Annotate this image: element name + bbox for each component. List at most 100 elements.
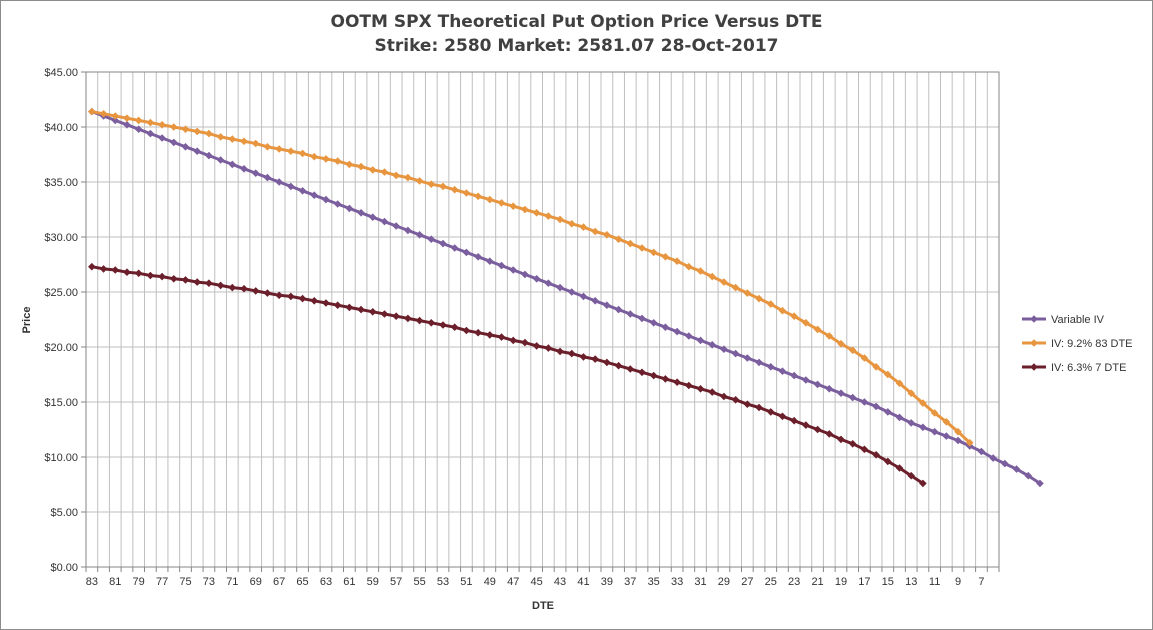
x-tick-label: 51 xyxy=(460,576,472,588)
series-1-point xyxy=(193,127,201,136)
series-2-point xyxy=(532,342,541,350)
series-2-point xyxy=(181,276,190,284)
series-0-point xyxy=(661,323,670,331)
series-2-point xyxy=(872,451,880,459)
series-1-point xyxy=(450,185,459,194)
x-tick-label: 43 xyxy=(554,576,566,588)
series-2-point xyxy=(240,284,248,293)
chart-title: OOTM SPX Theoretical Put Option Price Ve… xyxy=(330,12,823,32)
series-2-point xyxy=(392,312,400,320)
series-2-point xyxy=(158,272,166,281)
series-2-point xyxy=(146,271,155,280)
series-2-point xyxy=(685,381,693,390)
series-0-point xyxy=(345,204,354,213)
series-0-point xyxy=(298,187,307,195)
series-0-point xyxy=(673,327,681,336)
series-2-point xyxy=(720,392,728,401)
series-2-point xyxy=(696,385,705,393)
x-tick-label: 35 xyxy=(648,576,660,588)
series-0-point xyxy=(275,178,283,186)
x-tick-label: 79 xyxy=(133,576,145,588)
series-1-point xyxy=(380,168,389,176)
series-1-point xyxy=(708,272,717,281)
series-2-point xyxy=(860,445,869,454)
series-2-point xyxy=(755,403,763,412)
series-0-point xyxy=(837,389,845,397)
series-0-point xyxy=(380,217,389,226)
series-1-point xyxy=(333,157,342,165)
x-tick-label: 77 xyxy=(156,576,168,588)
y-tick-label: $20.00 xyxy=(44,342,78,354)
series-2-point xyxy=(673,378,681,386)
series-0-point xyxy=(884,408,892,416)
series-0-point xyxy=(708,341,717,349)
series-0-point xyxy=(872,402,880,411)
series-2-point xyxy=(614,361,623,370)
series-2-point xyxy=(825,430,834,438)
series-0-point xyxy=(450,244,459,252)
series-1-point xyxy=(251,139,260,148)
x-tick-label: 17 xyxy=(858,576,870,588)
x-tick-label: 57 xyxy=(390,576,402,588)
series-1-point xyxy=(661,253,670,261)
series-1-point xyxy=(427,180,436,188)
x-tick-label: 23 xyxy=(788,576,800,588)
series-0-point xyxy=(193,147,201,155)
series-1-point xyxy=(614,235,623,243)
series-2-point xyxy=(626,365,635,373)
series-0-point xyxy=(134,125,143,133)
series-1-point xyxy=(872,363,880,371)
series-0-point xyxy=(907,419,916,427)
series-1-point xyxy=(919,399,927,407)
series-1-point xyxy=(567,220,576,228)
x-tick-label: 31 xyxy=(694,576,706,588)
series-0-point xyxy=(216,156,225,164)
series-0-point xyxy=(287,182,295,191)
series-1-point xyxy=(954,427,962,436)
series-2-point xyxy=(205,279,213,287)
series-1-point xyxy=(415,177,424,185)
x-tick-label: 25 xyxy=(765,576,777,588)
x-tick-label: 63 xyxy=(320,576,332,588)
series-0-point xyxy=(720,345,728,353)
series-1-point xyxy=(123,114,131,122)
x-tick-label: 37 xyxy=(624,576,636,588)
series-1-point xyxy=(813,325,822,334)
series-1-point xyxy=(766,300,775,308)
series-0-point xyxy=(462,248,471,257)
legend-marker-2 xyxy=(1030,363,1038,371)
series-2-point xyxy=(310,297,319,305)
series-2-point xyxy=(404,314,412,323)
series-1-point xyxy=(205,129,213,138)
series-1-point xyxy=(275,145,283,153)
series-1-point xyxy=(228,135,237,143)
series-0-point xyxy=(919,423,927,432)
series-0-point xyxy=(368,213,377,221)
series-0-point xyxy=(696,336,705,345)
series-0-point xyxy=(989,454,997,462)
series-2-point xyxy=(649,371,658,380)
series-2-point xyxy=(368,308,377,316)
series-1-point xyxy=(544,212,553,220)
series-1-point xyxy=(860,354,869,362)
series-1-point xyxy=(404,173,412,182)
series-1-point xyxy=(720,278,728,286)
x-tick-label: 7 xyxy=(978,576,984,588)
series-2-point xyxy=(322,299,330,307)
series-1-point xyxy=(345,160,354,169)
series-0-point xyxy=(474,253,482,261)
series-0-point xyxy=(626,310,635,318)
x-tick-label: 83 xyxy=(86,576,98,588)
series-1-point xyxy=(884,370,892,379)
series-2-point xyxy=(333,301,342,309)
series-0-point xyxy=(1024,471,1033,480)
series-0-point xyxy=(228,160,237,169)
series-1-point xyxy=(88,107,96,116)
series-0-point xyxy=(731,349,740,358)
series-2-point xyxy=(439,321,447,329)
series-1-point xyxy=(907,389,916,397)
series-0-point xyxy=(638,314,646,323)
series-0-point xyxy=(544,279,553,287)
series-2-point xyxy=(88,262,96,271)
